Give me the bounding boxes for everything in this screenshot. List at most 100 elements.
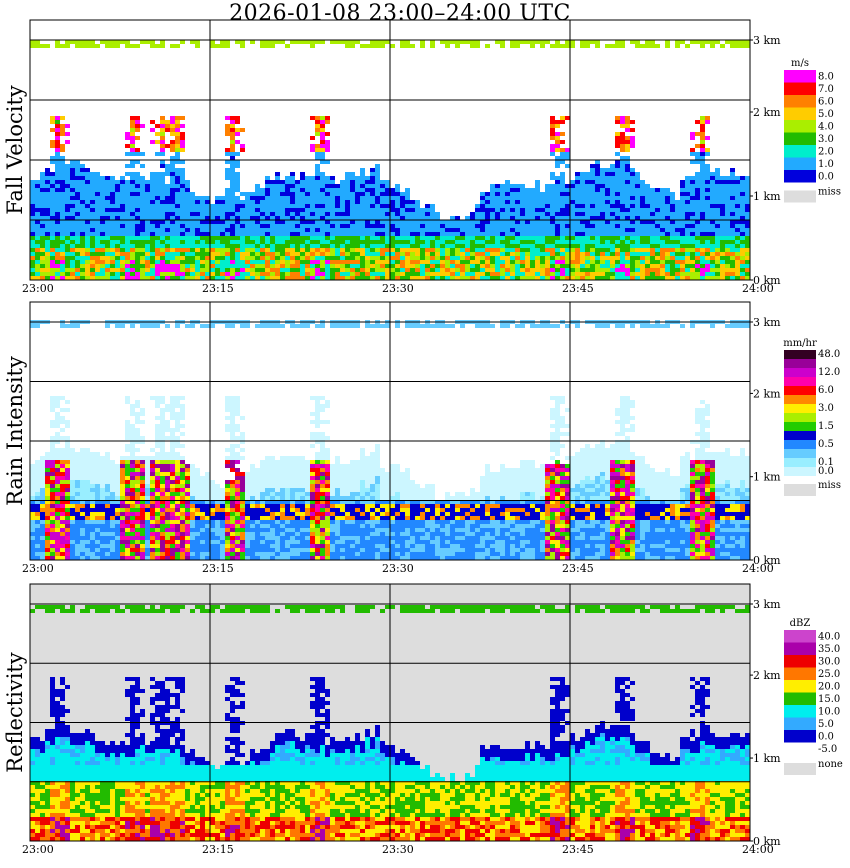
legend-label: 3.0 bbox=[818, 134, 834, 145]
legend-swatch bbox=[784, 359, 816, 368]
legend-unit: dBZ bbox=[790, 618, 811, 629]
legend-swatch bbox=[784, 458, 816, 467]
legend-swatch bbox=[784, 742, 816, 755]
legend-swatch bbox=[784, 705, 816, 718]
legend-swatch bbox=[784, 667, 816, 680]
heatmap-cells bbox=[30, 605, 750, 841]
legend-swatch bbox=[784, 404, 816, 413]
y-tick-label: 0 km bbox=[753, 835, 781, 848]
y-tick-label: 1 km bbox=[753, 752, 781, 765]
legend-swatch bbox=[784, 157, 816, 170]
x-tick-label: 23:00 bbox=[22, 843, 54, 856]
heatmap-cells bbox=[30, 320, 750, 560]
legend-label: 35.0 bbox=[818, 644, 840, 655]
x-tick-label: 23:30 bbox=[382, 562, 414, 575]
legend-label: 10.0 bbox=[818, 706, 840, 717]
legend-swatch bbox=[784, 107, 816, 120]
legend-swatch bbox=[784, 377, 816, 386]
legend-label: 6.0 bbox=[818, 96, 834, 107]
x-tick-label: 23:45 bbox=[562, 562, 594, 575]
y-tick-label: 0 km bbox=[753, 554, 781, 567]
gridlines bbox=[30, 302, 750, 560]
x-tick-label: 24:00 bbox=[742, 843, 774, 856]
legend-swatch bbox=[784, 145, 816, 158]
plot-border bbox=[29, 301, 751, 561]
legend-label: 0.0 bbox=[818, 466, 834, 477]
legend-label: 1.0 bbox=[818, 159, 834, 170]
legend-swatch bbox=[784, 413, 816, 422]
legend-swatch bbox=[784, 368, 816, 377]
legend-unit: m/s bbox=[791, 58, 809, 69]
legend-swatch bbox=[784, 431, 816, 440]
x-tick-label: 24:00 bbox=[742, 562, 774, 575]
x-tick-label: 23:30 bbox=[382, 843, 414, 856]
legend-label: 5.0 bbox=[818, 109, 834, 120]
plot-border bbox=[29, 583, 751, 842]
legend-missing-swatch bbox=[784, 190, 816, 203]
legend-missing-swatch bbox=[784, 763, 816, 775]
x-tick-label: 23:15 bbox=[202, 843, 234, 856]
y-axis-label: Reflectivity bbox=[3, 652, 27, 773]
legend-missing-swatch bbox=[784, 484, 816, 496]
legend-swatch bbox=[784, 70, 816, 83]
legend-label: 7.0 bbox=[818, 84, 834, 95]
x-tick-label: 23:30 bbox=[382, 282, 414, 295]
legend-swatch bbox=[784, 467, 816, 476]
legend-swatch bbox=[784, 449, 816, 458]
legend-missing-label: miss bbox=[818, 480, 841, 491]
legend-label: 12.0 bbox=[818, 367, 840, 378]
panel-1: 0 km 1 km 2 km 3 km 23:00 23:15 23:30 23:45 24:0… bbox=[3, 19, 841, 295]
legend-label: 0.0 bbox=[818, 171, 834, 182]
legend-swatch bbox=[784, 730, 816, 743]
legend-swatch bbox=[784, 82, 816, 95]
legend-swatch bbox=[784, 440, 816, 449]
y-tick-label: 1 km bbox=[753, 190, 781, 203]
legend-label: 3.0 bbox=[818, 403, 834, 414]
y-tick-label: 2 km bbox=[753, 106, 781, 119]
x-tick-label: 23:45 bbox=[562, 843, 594, 856]
legend-unit: mm/hr bbox=[783, 338, 817, 349]
panel-3: 0 km 1 km 2 km 3 km 23:00 23:15 23:30 23:45 24:0… bbox=[3, 583, 843, 856]
legend-label: 15.0 bbox=[818, 694, 840, 705]
legend-swatch bbox=[784, 132, 816, 145]
legend-swatch bbox=[784, 642, 816, 655]
y-tick-label: 1 km bbox=[753, 471, 781, 484]
legend-swatch bbox=[784, 422, 816, 431]
legend-label: 25.0 bbox=[818, 669, 840, 680]
legend-swatch bbox=[784, 170, 816, 183]
x-tick-label: 23:15 bbox=[202, 282, 234, 295]
heatmap-cells bbox=[30, 40, 750, 280]
legend-missing-label: miss bbox=[818, 187, 841, 198]
x-tick-label: 23:45 bbox=[562, 282, 594, 295]
legend-label: 48.0 bbox=[818, 349, 840, 360]
legend-label: -5.0 bbox=[818, 744, 837, 755]
x-tick-label: 23:15 bbox=[202, 562, 234, 575]
legend-swatch bbox=[784, 692, 816, 705]
y-axis-label: Fall Velocity bbox=[3, 85, 27, 215]
y-tick-label: 3 km bbox=[753, 34, 781, 47]
legend-swatch bbox=[784, 95, 816, 108]
legend-swatch bbox=[784, 395, 816, 404]
legend-swatch bbox=[784, 386, 816, 395]
plot-border bbox=[29, 19, 751, 281]
legend-swatch bbox=[784, 655, 816, 668]
y-tick-label: 3 km bbox=[753, 316, 781, 329]
colorbar-legend: dBZ 40.0 35.030.0 25.020.0 15.010.0 5.00.0 -5.… bbox=[784, 618, 843, 775]
legend-swatch bbox=[784, 680, 816, 693]
legend-missing-label: none bbox=[818, 759, 843, 770]
gridlines bbox=[30, 584, 750, 841]
y-tick-label: 3 km bbox=[753, 598, 781, 611]
legend-label: 4.0 bbox=[818, 121, 834, 132]
legend-label: 20.0 bbox=[818, 681, 840, 692]
legend-label: 0.1 bbox=[818, 457, 834, 468]
gridlines bbox=[30, 20, 750, 280]
legend-label: 0.0 bbox=[818, 731, 834, 742]
legend-swatch bbox=[784, 350, 816, 359]
legend-label: 30.0 bbox=[818, 656, 840, 667]
y-tick-label: 2 km bbox=[753, 387, 781, 400]
legend-label: 5.0 bbox=[818, 719, 834, 730]
legend-label: 0.5 bbox=[818, 439, 834, 450]
x-tick-label: 23:00 bbox=[22, 282, 54, 295]
